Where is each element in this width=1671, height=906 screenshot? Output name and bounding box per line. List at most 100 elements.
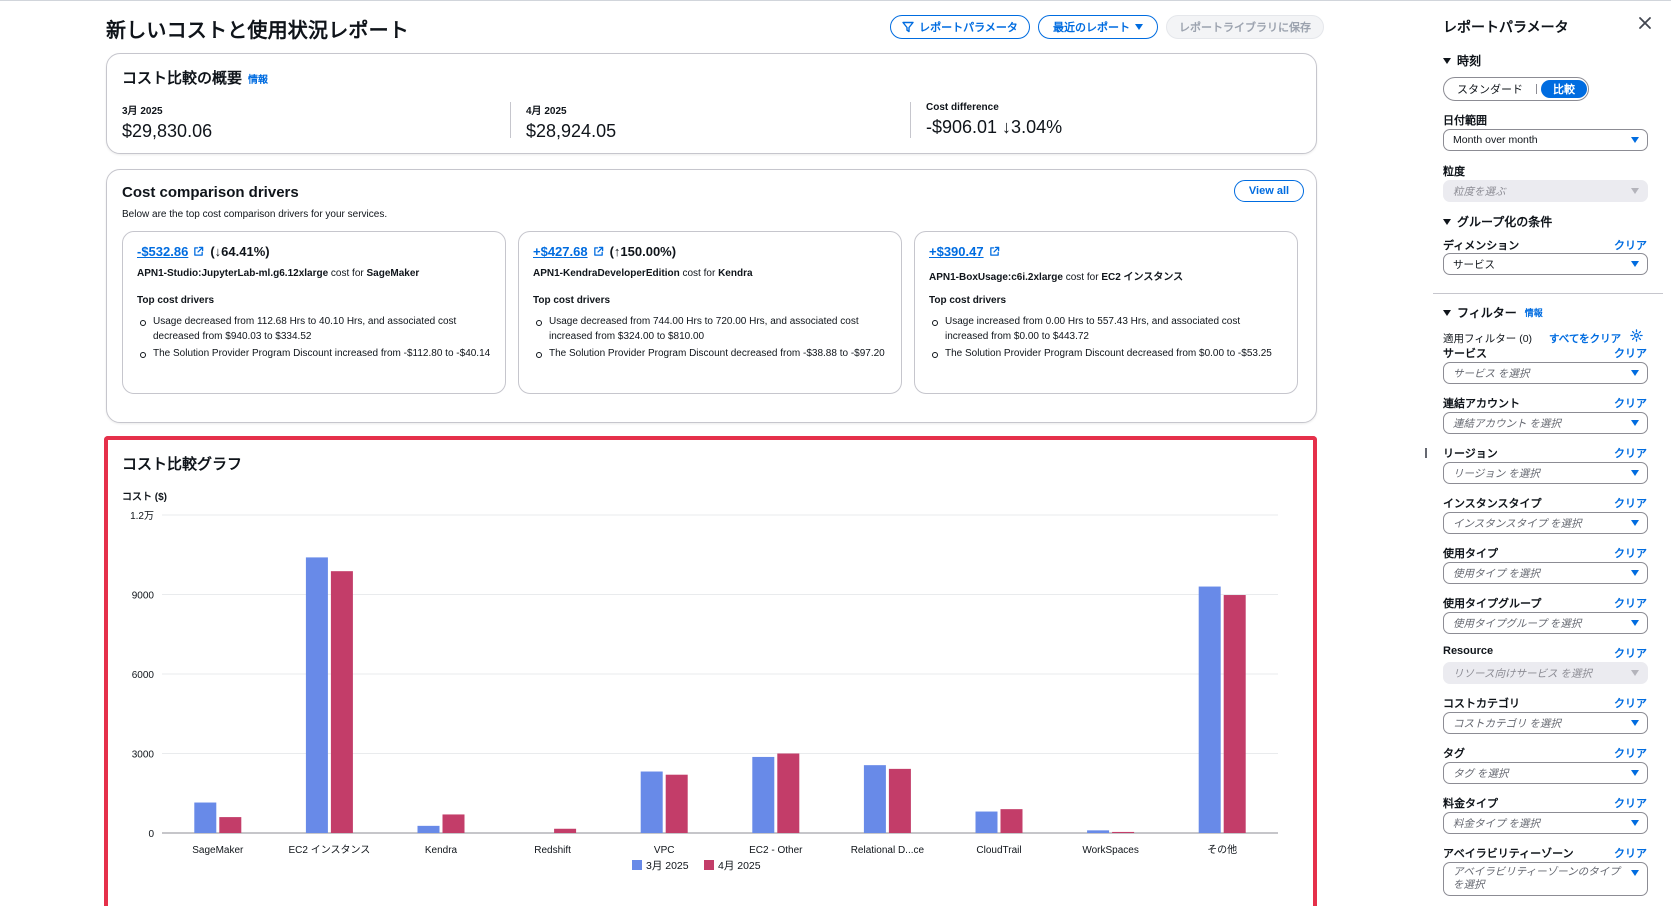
dropdown-arrow-icon [1631,420,1639,426]
filter-clear-link[interactable]: クリア [1614,798,1647,810]
dimension-clear-link[interactable]: クリア [1614,240,1647,252]
date-range-select[interactable]: Month over month [1443,129,1648,151]
filter-clear-link[interactable]: クリア [1614,698,1647,710]
recent-reports-button[interactable]: 最近のレポート [1038,15,1158,39]
chart-y-axis-title: コスト ($) [122,492,167,503]
segment-standard[interactable]: スタンダード [1457,84,1523,96]
bar-march [752,756,775,833]
bar-march [1198,586,1221,833]
y-tick-label: 1.2万 [130,511,154,522]
cost-comparison-chart: 0 3000 6000 9000 1.2万 SageMaker EC2 インスタンス Kend… [130,511,1278,872]
driver-pct: (↑150.00%) [609,244,677,259]
filter-clear-link[interactable]: クリア [1614,448,1647,460]
filter-select[interactable]: 使用タイプ を選択 [1443,562,1648,584]
filter-placeholder: 使用タイプグループ を選択 [1453,617,1582,630]
driver-card: +$390.47 APN1-BoxUsage:c6i.2xlarge cost f… [914,231,1298,394]
dimension-select[interactable]: サービス [1443,253,1648,275]
top-border [0,0,1671,1]
bar-april [777,753,800,833]
filter-label: サービス [1443,348,1487,360]
driver-card-head: +$390.47 [929,244,1006,259]
driver-card-head: +$427.68 (↑150.00%) [533,244,676,259]
driver-cost-for: cost for [679,268,719,279]
driver-cost-for: cost for [1062,272,1102,283]
filter-select[interactable]: リージョン を選択 [1443,462,1648,484]
report-parameters-button[interactable]: レポートパラメータ [890,15,1030,39]
filter-select[interactable]: 使用タイプグループ を選択 [1443,612,1648,634]
external-link-icon[interactable] [989,246,1000,257]
driver-bullet: Usage increased from 0.00 Hrs to 557.43 … [932,315,1285,344]
external-link-icon[interactable] [593,246,604,257]
filter-clear-link[interactable]: クリア [1614,598,1647,610]
driver-desc: APN1-KendraDeveloperEdition cost for Ken… [533,268,753,279]
driver-bullet: The Solution Provider Program Discount i… [140,347,493,362]
summary-divider [910,102,911,138]
driver-amount-link[interactable]: -$532.86 [137,244,189,259]
summary-col-april-value: $28,924.05 [526,121,617,141]
dropdown-arrow-icon [1631,470,1639,476]
filter-section-label: フィルター [1457,306,1517,320]
filter-select[interactable]: 料金タイプ を選択 [1443,812,1648,834]
summary-col-march: 3月 2025 $29,830.06 [122,102,212,142]
filter-label: 使用タイプ [1443,548,1498,560]
granularity-select[interactable]: 粒度を選ぶ [1443,180,1648,202]
bar-march [305,557,328,833]
driver-amount-link[interactable]: +$390.47 [929,244,984,259]
driver-service: SageMaker [366,268,420,279]
x-tick-label: CloudTrail [976,845,1021,856]
filter-clear-link[interactable]: クリア [1614,748,1647,760]
time-section-toggle[interactable]: 時刻 [1443,52,1481,69]
filter-label: 連結アカウント [1443,398,1520,410]
clear-all-filters-link[interactable]: すべてをクリア [1549,333,1622,345]
gear-icon[interactable] [1630,329,1643,342]
filter-select[interactable]: リソース向けサービス を選択 [1443,662,1648,684]
filter-clear-link[interactable]: クリア [1614,848,1647,860]
filter-clear-link[interactable]: クリア [1614,398,1647,410]
filter-placeholder: タグ を選択 [1453,767,1509,780]
filter-select[interactable]: アベイラビリティーゾーンのタイプ を選択 [1443,862,1648,896]
bar-april [1000,809,1023,833]
filter-select[interactable]: タグ を選択 [1443,762,1648,784]
filter-info-link[interactable]: 情報 [1524,308,1543,318]
bar-april [1223,595,1246,833]
panel-resize-handle[interactable] [1425,448,1427,458]
date-range-label: 日付範囲 [1443,115,1487,127]
driver-bullet: The Solution Provider Program Discount d… [932,347,1285,362]
group-section-toggle[interactable]: グループ化の条件 [1443,213,1552,230]
summary-info-link[interactable]: 情報 [248,75,269,86]
filter-section-toggle[interactable]: フィルター 情報 [1443,304,1543,321]
driver-amount-link[interactable]: +$427.68 [533,244,588,259]
x-tick-label: SageMaker [192,845,244,856]
y-tick-label: 9000 [132,591,155,602]
summary-divider [510,102,511,138]
summary-col-diff-label: Cost difference [926,102,999,113]
save-to-library-button[interactable]: レポートライブラリに保存 [1166,15,1324,39]
filter-select[interactable]: 連結アカウント を選択 [1443,412,1648,434]
filter-clear-link[interactable]: クリア [1614,498,1647,510]
bar-april [219,817,242,833]
filter-clear-link[interactable]: クリア [1614,348,1647,360]
filter-select[interactable]: インスタンスタイプ を選択 [1443,512,1648,534]
segment-compare[interactable]: 比較 [1541,80,1587,98]
x-tick-label: Kendra [425,845,458,856]
filter-clear-link[interactable]: クリア [1614,548,1647,560]
filter-label: 料金タイプ [1443,798,1498,810]
filter-select[interactable]: サービス を選択 [1443,362,1648,384]
dropdown-arrow-icon [1631,670,1639,676]
view-all-button[interactable]: View all [1234,180,1304,202]
filter-placeholder: リージョン を選択 [1453,467,1540,480]
page-title: 新しいコストと使用状況レポート [106,20,409,42]
external-link-icon[interactable] [193,246,204,257]
close-icon[interactable] [1638,16,1652,30]
dropdown-arrow-icon [1631,870,1639,876]
filter-select[interactable]: コストカテゴリ を選択 [1443,712,1648,734]
summary-title: コスト比較の概要 情報 [122,67,268,88]
summary-panel [106,53,1317,154]
driver-bullets: Usage decreased from 112.68 Hrs to 40.10… [140,315,493,365]
bar-april [554,828,577,833]
driver-bullet: Usage decreased from 112.68 Hrs to 40.10… [140,315,493,344]
filter-clear-link[interactable]: クリア [1614,648,1647,660]
y-tick-label: 3000 [132,750,155,761]
bar-march [194,802,217,833]
chart-title: コスト比較グラフ [122,456,243,473]
